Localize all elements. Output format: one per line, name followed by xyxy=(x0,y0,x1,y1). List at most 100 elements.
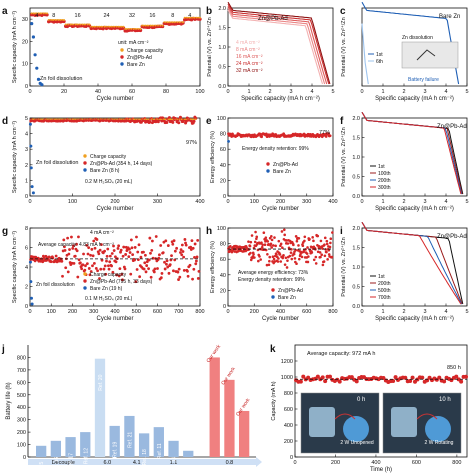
legend-label: Charge capacity xyxy=(127,48,164,54)
zn-pb-ad-point xyxy=(270,246,274,249)
zn-pb-ad-point xyxy=(77,235,80,239)
zn-pb-ad-point xyxy=(171,242,175,246)
zn-pb-ad-point xyxy=(66,270,70,274)
panel-a: 0 20 40 60 80 100 0 10 20 30 Cycle number Specific … xyxy=(2,6,205,102)
bar-label: Ref. 18 xyxy=(142,449,148,465)
panel-title: Bare Zn xyxy=(439,14,460,20)
y-tick-label: 0 xyxy=(223,194,226,200)
inset-fan xyxy=(343,416,369,442)
inset-sublabel: 2 W Rotating xyxy=(425,440,454,446)
inset-sublabel: 2 W Unopened xyxy=(340,440,374,446)
zn-pb-ad-point xyxy=(110,264,113,268)
x-axis-label: Cycle number xyxy=(262,206,299,212)
x-tick-label: 800 xyxy=(328,309,337,315)
legend-label: 300th xyxy=(378,185,391,191)
annotation-text: Zn foil dissolution xyxy=(36,160,79,166)
zn-pb-ad-point xyxy=(179,248,183,252)
zn-pb-ad-point xyxy=(184,241,187,245)
y-tick-label: 0 xyxy=(223,304,226,310)
y-tick-label: 1.0 xyxy=(352,155,360,161)
zn-pb-ad-point xyxy=(111,270,115,274)
zn-pb-ad-point xyxy=(75,242,78,246)
y-tick-label: 20 xyxy=(22,39,28,45)
x-axis-label: Cycle number xyxy=(96,206,133,212)
zn-pb-ad-point xyxy=(124,253,128,256)
zn-pb-ad-point xyxy=(102,267,106,271)
bar-label: Ref. 14 xyxy=(172,456,178,472)
y-tick-label: 0 xyxy=(25,304,28,310)
x-tick-label: 2 xyxy=(402,89,405,95)
zn-pb-ad-point xyxy=(276,260,280,263)
zn-pb-ad-point xyxy=(171,120,175,124)
zn-pb-ad-point xyxy=(327,253,331,256)
legend-marker xyxy=(83,161,87,165)
y-tick-label: 2 xyxy=(25,285,28,291)
inset-label: 0 h xyxy=(357,397,365,403)
capacity-point xyxy=(442,379,447,384)
zn-pb-ad-point xyxy=(160,119,164,123)
bare-zn-point xyxy=(36,77,41,81)
zn-pb-ad-point xyxy=(33,259,37,263)
zn-pb-ad-point xyxy=(86,252,90,256)
y-tick-label: 2.0 xyxy=(352,226,360,232)
y-tick-label: 20 xyxy=(220,288,226,294)
zn-pb-ad-point xyxy=(253,256,256,259)
zn-pb-ad-point xyxy=(268,255,272,259)
y-tick-label: 5 xyxy=(25,116,28,122)
panel-tag: e xyxy=(206,116,212,127)
zn-pb-ad-point xyxy=(135,268,139,271)
charge-capacity-point xyxy=(199,16,201,19)
x-tick-label: 800 xyxy=(195,309,204,315)
zn-pb-ad-point xyxy=(193,256,196,259)
charge-capacity-point xyxy=(124,27,127,30)
panel-title: Zn@Pb-Ad xyxy=(437,124,467,130)
legend-label: 1st xyxy=(376,52,383,58)
y-tick-label: 1.5 xyxy=(352,246,360,252)
zn-pb-ad-point xyxy=(120,272,124,276)
zn-pb-ad-point xyxy=(300,251,303,254)
charge-capacity-point xyxy=(171,21,174,24)
zn-pb-ad-point xyxy=(326,258,329,261)
bar-label: Ref. 17 xyxy=(69,453,75,469)
zn-pb-ad-point xyxy=(163,267,167,271)
zn-pb-ad-point xyxy=(150,248,154,252)
charge-capacity-point xyxy=(188,16,191,19)
zn-pb-ad-point xyxy=(258,255,261,258)
zn-pb-ad-point xyxy=(112,244,115,248)
bar xyxy=(153,427,164,457)
charge-capacity-point xyxy=(69,23,72,26)
zn-pb-ad-point xyxy=(314,262,318,265)
zn-pb-ad-point xyxy=(154,257,157,260)
zn-pb-ad-point xyxy=(149,275,153,279)
zn-pb-ad-point xyxy=(47,255,51,259)
zn-pb-ad-point xyxy=(319,239,323,243)
legend-label: Bare Zn (8 h) xyxy=(90,168,120,174)
zn-pb-ad-point xyxy=(283,233,287,237)
zn-pb-ad-point xyxy=(297,244,300,247)
charge-capacity-point xyxy=(93,25,96,28)
zn-pb-ad-point xyxy=(72,262,76,265)
group-label: Decouple xyxy=(52,460,75,466)
x-tick-label: 40 xyxy=(95,89,101,95)
zn-pb-ad-point xyxy=(324,135,328,138)
zn-pb-ad-point xyxy=(130,246,134,250)
y-axis-label: Potential (V) vs. Zn²⁺/Zn xyxy=(206,17,213,76)
zn-pb-ad-point xyxy=(327,132,330,136)
panel-j: 0 100 200 300 400 500 600 700 800 Battery life (h… xyxy=(1,343,262,474)
zn-pb-ad-point xyxy=(110,252,114,255)
capacity-point xyxy=(301,374,306,379)
zn-pb-ad-point xyxy=(92,261,96,265)
zn-pb-ad-point xyxy=(105,254,109,258)
zn-pb-ad-point xyxy=(41,260,45,264)
zn-pb-ad-point xyxy=(260,245,264,249)
zn-pb-ad-point xyxy=(279,260,283,263)
legend-label: 8 mA cm⁻² xyxy=(236,47,260,53)
zn-pb-ad-point xyxy=(131,253,135,257)
zn-pb-ad-point xyxy=(118,267,122,271)
zn-pb-ad-point xyxy=(129,272,133,276)
bar xyxy=(94,358,106,457)
zn-pb-ad-point xyxy=(272,257,276,261)
zn-pb-ad-point xyxy=(71,244,75,248)
